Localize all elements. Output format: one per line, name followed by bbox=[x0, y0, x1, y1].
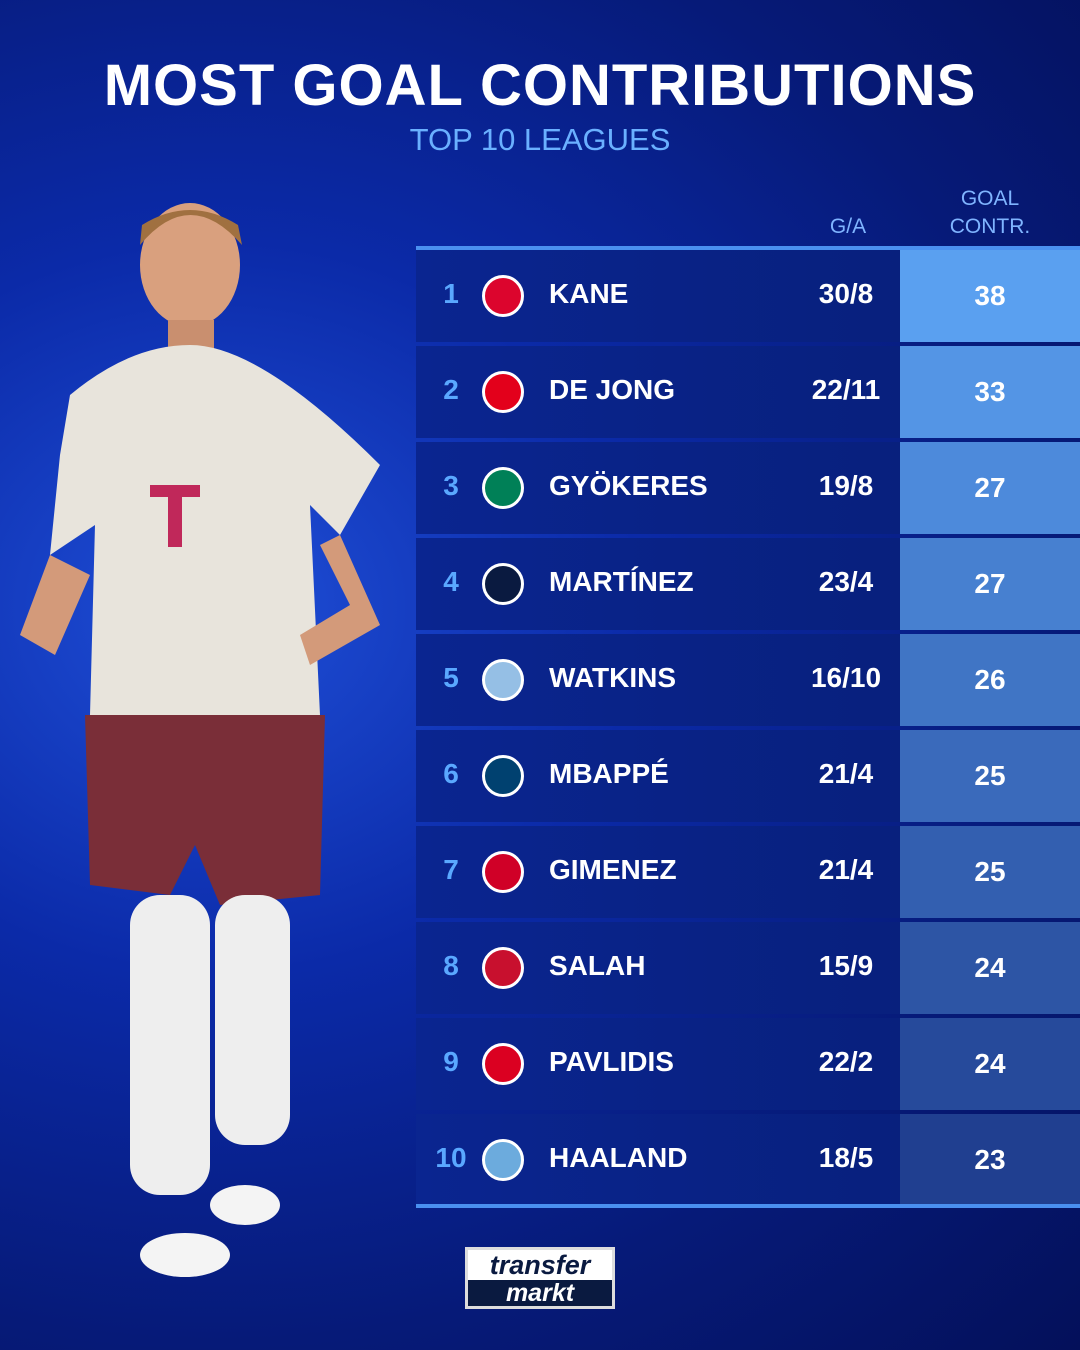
table-row: 4 MARTÍNEZ 23/4 27 bbox=[416, 538, 1080, 630]
table-row: 5 WATKINS 16/10 26 bbox=[416, 634, 1080, 726]
goal-contributions: 25 bbox=[900, 826, 1080, 918]
goal-contributions: 24 bbox=[900, 922, 1080, 1014]
goals-assists: 18/5 bbox=[818, 1142, 874, 1173]
player-name: PAVLIDIS bbox=[549, 1046, 674, 1077]
az-alkmaar-crest-icon bbox=[482, 1043, 524, 1085]
header-goal-contr-line1: GOAL bbox=[960, 187, 1020, 210]
goals-assists: 16/10 bbox=[810, 662, 882, 693]
goal-contributions: 23 bbox=[900, 1114, 1080, 1206]
inter-crest-icon bbox=[482, 563, 524, 605]
goals-assists: 21/4 bbox=[818, 854, 874, 885]
manchester-city-crest-icon bbox=[482, 1139, 524, 1181]
goals-assists: 15/9 bbox=[818, 950, 874, 981]
psg-crest-icon bbox=[482, 755, 524, 797]
page-subtitle: TOP 10 LEAGUES bbox=[409, 122, 671, 157]
transfermarkt-logo: transfer markt bbox=[465, 1247, 615, 1309]
player-name: KANE bbox=[549, 278, 629, 309]
logo-line2: markt bbox=[505, 1279, 575, 1307]
sporting-cp-crest-icon bbox=[482, 467, 524, 509]
table-row: 6 MBAPPÉ 21/4 25 bbox=[416, 730, 1080, 822]
table-row: 8 SALAH 15/9 24 bbox=[416, 922, 1080, 1014]
goals-assists: 22/2 bbox=[818, 1046, 874, 1077]
header-ga: G/A bbox=[829, 215, 867, 238]
table-bottom-divider bbox=[416, 1204, 1080, 1208]
goal-contributions: 38 bbox=[900, 250, 1080, 342]
rank: 1 bbox=[443, 278, 459, 309]
goal-contributions: 27 bbox=[900, 442, 1080, 534]
goals-assists: 23/4 bbox=[818, 566, 874, 597]
player-name: SALAH bbox=[549, 950, 646, 981]
player-name: HAALAND bbox=[549, 1142, 688, 1173]
goal-contributions: 27 bbox=[900, 538, 1080, 630]
aston-villa-crest-icon bbox=[482, 659, 524, 701]
goals-assists: 19/8 bbox=[818, 470, 874, 501]
player-name: GIMENEZ bbox=[549, 854, 677, 885]
player-name: GYÖKERES bbox=[549, 470, 708, 501]
rank: 2 bbox=[443, 374, 459, 405]
header-goal-contr: GOAL CONTR. bbox=[900, 185, 1080, 241]
table-row: 1 KANE 30/8 38 bbox=[416, 250, 1080, 342]
table-row: 10 HAALAND 18/5 23 bbox=[416, 1114, 1080, 1206]
rank: 3 bbox=[443, 470, 459, 501]
goals-assists: 22/11 bbox=[811, 374, 881, 405]
goal-contributions: 33 bbox=[900, 346, 1080, 438]
rank: 4 bbox=[443, 566, 459, 597]
psv-crest-icon bbox=[482, 371, 524, 413]
bayern-munich-crest-icon bbox=[482, 275, 524, 317]
table-row: 2 DE JONG 22/11 33 bbox=[416, 346, 1080, 438]
goals-assists: 21/4 bbox=[818, 758, 874, 789]
header-goal-contr-line2: CONTR. bbox=[949, 215, 1031, 238]
table-top-divider bbox=[416, 246, 1080, 250]
goal-contributions: 25 bbox=[900, 730, 1080, 822]
rank: 9 bbox=[443, 1046, 459, 1077]
table-row: 3 GYÖKERES 19/8 27 bbox=[416, 442, 1080, 534]
rank: 5 bbox=[443, 662, 459, 693]
player-image bbox=[20, 203, 380, 1277]
table-row: 7 GIMENEZ 21/4 25 bbox=[416, 826, 1080, 918]
page-title: MOST GOAL CONTRIBUTIONS bbox=[103, 53, 977, 118]
player-name: MARTÍNEZ bbox=[549, 566, 694, 597]
rank: 10 bbox=[435, 1142, 467, 1173]
goal-contributions: 26 bbox=[900, 634, 1080, 726]
feyenoord-crest-icon bbox=[482, 851, 524, 893]
table-row: 9 PAVLIDIS 22/2 24 bbox=[416, 1018, 1080, 1110]
rank: 6 bbox=[443, 758, 459, 789]
rank: 7 bbox=[443, 854, 459, 885]
rank: 8 bbox=[443, 950, 459, 981]
goal-contributions: 24 bbox=[900, 1018, 1080, 1110]
player-name: WATKINS bbox=[549, 662, 677, 693]
goals-assists: 30/8 bbox=[818, 278, 874, 309]
player-name: DE JONG bbox=[549, 374, 676, 405]
liverpool-crest-icon bbox=[482, 947, 524, 989]
logo-line1: transfer bbox=[468, 1250, 612, 1280]
player-name: MBAPPÉ bbox=[549, 758, 669, 789]
